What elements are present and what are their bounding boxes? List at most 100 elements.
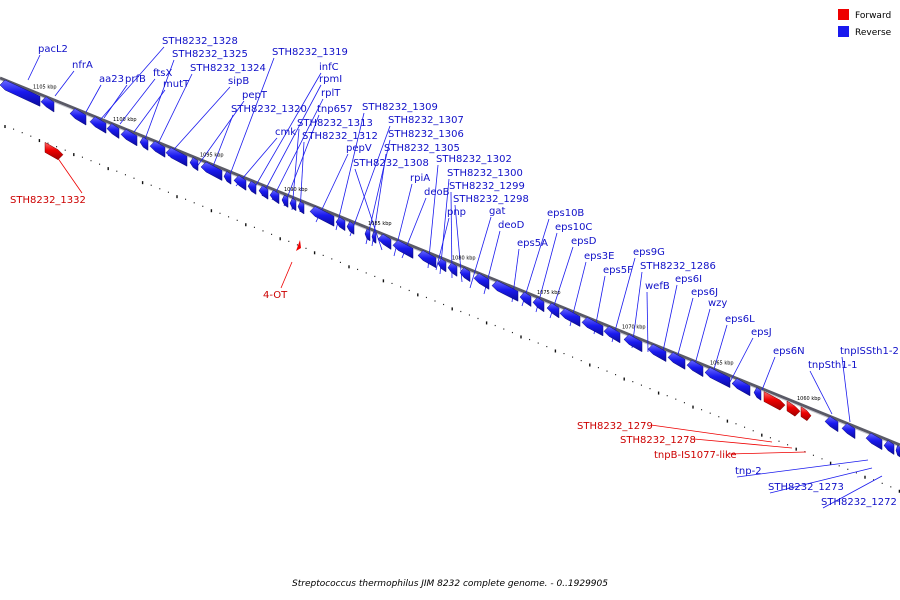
gene-feature-reverse <box>704 367 731 389</box>
gene-label-eps10c: eps10C <box>555 222 592 233</box>
gene-label-eps9g: eps9G <box>633 247 665 258</box>
legend-reverse-label: Reverse <box>855 28 892 38</box>
leader-line-forward <box>280 261 293 289</box>
gene-feature-reverse <box>106 123 120 139</box>
leader-line-reverse <box>335 112 365 231</box>
gene-label-sth8232-1286: STH8232_1286 <box>640 261 716 272</box>
gene-label-wzy: wzy <box>708 298 727 309</box>
gene-feature-reverse <box>883 440 895 456</box>
kbp-label: 1090 kbp <box>284 187 308 193</box>
gene-feature-reverse <box>473 272 490 290</box>
gene-feature-reverse <box>346 221 355 235</box>
gene-label-eps6j: eps6J <box>691 287 718 298</box>
leader-line-reverse <box>54 70 75 97</box>
gene-feature-reverse <box>559 308 581 327</box>
gene-label-tnp-2: tnp-2 <box>735 466 762 477</box>
gene-label-sth8232-1332: STH8232_1332 <box>10 195 86 206</box>
leader-line-reverse <box>119 78 156 125</box>
gene-feature-forward <box>800 406 812 422</box>
leader-line-reverse <box>167 86 231 157</box>
leader-line-reverse <box>427 164 439 269</box>
gene-feature-forward <box>786 400 801 417</box>
gene-label-sipb: sipB <box>228 76 249 87</box>
gene-feature-forward <box>44 141 64 161</box>
gene-feature-reverse <box>437 258 447 273</box>
gene-label-cmk: cmk <box>275 127 296 138</box>
gene-feature-reverse <box>120 129 138 147</box>
leader-line-reverse <box>454 204 463 283</box>
kbp-label: 1100 kbp <box>113 117 137 123</box>
legend-reverse-swatch <box>838 26 849 37</box>
gene-feature-reverse <box>247 180 257 195</box>
gene-label-pepv: pepV <box>346 143 372 154</box>
gene-feature-reverse <box>297 201 305 215</box>
gene-label-eps5a: eps5A <box>517 238 548 249</box>
leader-line-reverse <box>349 125 391 237</box>
gene-feature-reverse <box>824 416 839 433</box>
gene-feature-reverse <box>223 170 232 185</box>
leader-line-reverse <box>99 46 165 121</box>
gene-label-tnpsth1-1: tnpSth1-1 <box>808 360 858 371</box>
leader-line-reverse <box>291 128 300 211</box>
gene-label-4-ot: 4-OT <box>263 290 288 301</box>
coordinate-labels: 1105 kbp 1100 kbp 1095 kbp 1090 kbp 1085 kbp… <box>33 84 821 402</box>
gene-label-eps6l: eps6L <box>725 314 755 325</box>
gene-label-aa23: aa23 <box>99 74 124 85</box>
gene-label-sth8232-1302: STH8232_1302 <box>436 154 512 165</box>
gene-feature-reverse <box>309 206 335 227</box>
gene-label-sth8232-1325: STH8232_1325 <box>172 49 248 60</box>
gene-label-sth8232-1309: STH8232_1309 <box>362 102 438 113</box>
gene-feature-reverse <box>364 228 371 242</box>
gene-feature-reverse <box>189 157 199 172</box>
gene-feature-reverse <box>335 216 346 232</box>
leader-line-reverse <box>729 337 754 383</box>
gene-label-mutt: mutT <box>163 79 190 90</box>
gene-label-infc: infC <box>319 62 339 73</box>
gene-feature-reverse <box>417 250 437 269</box>
gene-features <box>0 79 900 458</box>
leader-line-reverse <box>251 72 322 193</box>
legend: Forward Reverse <box>838 9 892 38</box>
gene-feature-reverse <box>89 116 107 134</box>
gene-feature-reverse <box>753 387 762 401</box>
leader-line-reverse <box>675 297 694 363</box>
figure-caption: Streptococcus thermophilus JIM 8232 comp… <box>292 579 608 589</box>
gene-label-eps6n: eps6N <box>773 346 805 357</box>
gene-label-rpmi: rpmI <box>319 74 342 85</box>
gene-label-sth8232-1306: STH8232_1306 <box>388 129 464 140</box>
gene-feature-reverse <box>581 317 604 337</box>
gene-label-sth8232-1273: STH8232_1273 <box>768 482 844 493</box>
gene-label-deob: deoB <box>424 187 450 198</box>
gene-feature-reverse <box>377 233 392 250</box>
gene-feature-reverse <box>447 262 458 277</box>
gene-feature-reverse <box>371 231 377 244</box>
kbp-label: 1095 kbp <box>200 153 224 159</box>
leader-line-reverse <box>299 141 305 213</box>
kbp-label: 1075 kbp <box>537 290 561 296</box>
gene-feature-reverse <box>139 136 149 151</box>
gene-feature-reverse <box>69 108 87 126</box>
gene-label-epsj: epsJ <box>751 327 772 338</box>
legend-forward-label: Forward <box>855 11 891 21</box>
leader-line-reverse <box>769 467 873 494</box>
gene-feature-reverse <box>519 291 532 308</box>
leader-line-reverse <box>646 291 649 353</box>
kbp-label: 1065 kbp <box>710 361 734 367</box>
legend-forward-swatch <box>838 9 849 20</box>
kbp-label: 1080 kbp <box>452 255 476 261</box>
leader-line-reverse <box>521 218 550 307</box>
leader-line-reverse <box>27 54 41 81</box>
gene-feature-reverse <box>546 302 560 319</box>
leader-line-reverse <box>354 168 383 251</box>
gene-feature-reverse <box>0 79 41 107</box>
gene-label-sth8232-1300: STH8232_1300 <box>447 168 523 179</box>
gene-feature-reverse <box>258 185 269 200</box>
gene-feature-reverse <box>459 267 471 283</box>
gene-label-wefb: wefB <box>645 281 670 292</box>
gene-feature-reverse <box>233 175 247 191</box>
leader-line-reverse <box>261 84 322 197</box>
leader-line-reverse <box>155 73 193 149</box>
gene-feature-forward <box>763 391 786 411</box>
